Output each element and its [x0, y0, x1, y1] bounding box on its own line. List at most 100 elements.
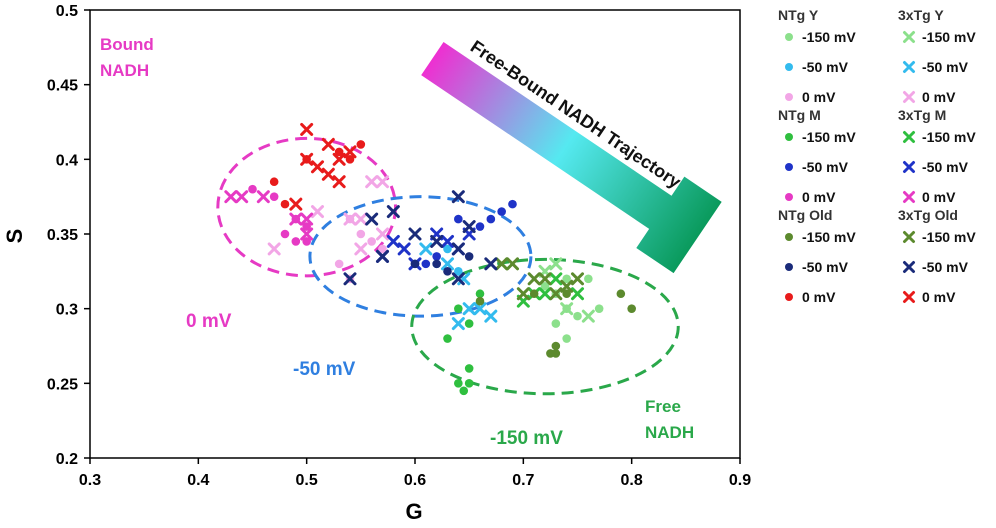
y-tick-label-0: 0.2: [56, 451, 78, 468]
annotation-bound-nadh: NADH: [100, 61, 149, 80]
y-tick-label-3: 0.35: [47, 227, 78, 244]
data-point-s14-p1: [280, 199, 290, 209]
data-point-s15-p4: [506, 257, 519, 271]
data-point-s8-p5: [291, 237, 301, 246]
trajectory-arrow-group: Free-Bound NADH Trajectory: [421, 36, 722, 274]
data-point-s2-p5: [378, 244, 387, 254]
data-point-s12-p3: [551, 349, 561, 358]
data-point-s10-p1: [386, 234, 400, 248]
data-point-s6-p7: [475, 289, 485, 299]
data-point-s2-p3: [334, 259, 344, 269]
data-point-s15-p7: [527, 272, 541, 286]
legend-title-2: NTg M: [778, 107, 821, 123]
data-point-s16-p10: [462, 220, 476, 234]
data-point-s5-p1: [365, 175, 379, 189]
legend-label-5-2: 0 mV: [922, 289, 956, 305]
x-tick-label-1: 0.4: [187, 472, 209, 489]
annotation-free-nadh: NADH: [645, 423, 694, 442]
data-point-s17-p1: [300, 122, 314, 136]
data-point-s16-p5: [451, 190, 465, 204]
data-point-s15-p3: [560, 279, 574, 293]
legend-label-4-0: -150 mV: [802, 229, 856, 245]
legend-label-0-0: -150 mV: [802, 29, 856, 45]
data-point-s12-p0: [616, 289, 626, 299]
data-point-s9-p2: [549, 272, 563, 286]
y-tick-label-4: 0.4: [56, 152, 78, 169]
data-point-s4-p5: [419, 242, 433, 256]
legend-marker-5-2: [903, 291, 915, 303]
y-tick-label-6: 0.5: [56, 3, 78, 20]
data-point-s14-p3: [345, 155, 355, 164]
data-point-s10-p2: [397, 242, 411, 256]
data-point-s8-p3: [302, 222, 311, 231]
data-point-s4-p2: [473, 302, 487, 316]
data-point-s11-p5: [300, 227, 314, 241]
data-point-s7-p1: [421, 259, 431, 269]
data-point-s6-p5: [464, 319, 474, 328]
data-point-s16-p1: [376, 249, 389, 263]
data-point-s11-p4: [300, 212, 314, 226]
data-point-s11-p0: [224, 190, 238, 204]
trajectory-arrow: [421, 41, 722, 274]
data-point-s3-p3: [549, 257, 563, 271]
data-point-s17-p4: [321, 167, 335, 181]
ellipse-2: [410, 257, 680, 396]
data-point-s7-p7: [508, 199, 517, 209]
legend-label-4-1: -50 mV: [802, 259, 849, 275]
data-point-s16-p3: [430, 234, 444, 248]
data-point-s12-p4: [551, 341, 561, 351]
data-point-s12-p5: [529, 289, 539, 299]
data-point-s11-p2: [256, 190, 270, 204]
x-axis-label: G: [405, 499, 422, 523]
legend-title-1: 3xTg Y: [898, 7, 944, 23]
data-point-s16-p6: [451, 272, 465, 286]
data-point-s13-p2: [464, 252, 474, 261]
legend-marker-2-1: [785, 163, 793, 171]
legend: NTg Y -150 mV -50 mV 0 mV 3xTg Y -150 mV -50 m…: [778, 7, 976, 305]
data-point-s0-p2: [573, 311, 582, 321]
data-point-s11-p1: [235, 190, 249, 204]
legend-marker-4-0: [785, 233, 793, 241]
legend-label-2-1: -50 mV: [802, 159, 849, 175]
legend-marker-3-0: [903, 131, 915, 143]
legend-title-4: NTg Old: [778, 207, 832, 223]
data-point-s5-p7: [376, 227, 389, 241]
data-point-s14-p4: [356, 140, 366, 149]
legend-marker-4-1: [785, 263, 793, 271]
data-point-s8-p0: [248, 184, 257, 194]
data-point-s5-p0: [311, 205, 324, 219]
data-point-s6-p3: [464, 364, 474, 373]
data-point-s2-p1: [367, 237, 376, 246]
data-point-s17-p0: [289, 197, 303, 211]
data-point-s15-p2: [549, 287, 563, 301]
y-tick-label-5: 0.45: [47, 78, 78, 95]
data-point-s0-p8: [562, 274, 571, 284]
points-layer: [224, 122, 636, 396]
data-point-s7-p4: [475, 222, 485, 231]
data-point-s16-p0: [386, 205, 400, 219]
data-point-s13-p3: [443, 267, 452, 276]
data-point-s4-p1: [462, 302, 476, 316]
data-point-s6-p1: [459, 386, 469, 396]
data-point-s8-p4: [280, 229, 290, 239]
y-tick-label-1: 0.25: [47, 376, 78, 393]
y-tick-label-2: 0.3: [56, 302, 78, 319]
data-point-s3-p0: [560, 302, 574, 316]
legend-label-2-2: 0 mV: [802, 189, 836, 205]
legend-marker-5-0: [903, 231, 915, 243]
legend-label-3-1: -50 mV: [922, 159, 969, 175]
annotation-150mv: -150 mV: [490, 428, 563, 449]
legend-marker-2-0: [785, 133, 793, 141]
data-point-s1-p2: [443, 244, 452, 254]
data-point-s16-p2: [408, 227, 422, 241]
data-point-s14-p2: [334, 147, 344, 157]
data-point-s17-p3: [311, 160, 324, 174]
legend-marker-3-1: [903, 161, 915, 173]
ellipse-layer: [216, 136, 680, 396]
data-point-s15-p1: [538, 272, 552, 286]
data-point-s5-p4: [343, 212, 357, 226]
data-point-s6-p4: [454, 304, 463, 313]
legend-marker-1-1: [903, 61, 915, 73]
data-point-s5-p5: [267, 242, 281, 256]
legend-label-4-2: 0 mV: [802, 289, 836, 305]
